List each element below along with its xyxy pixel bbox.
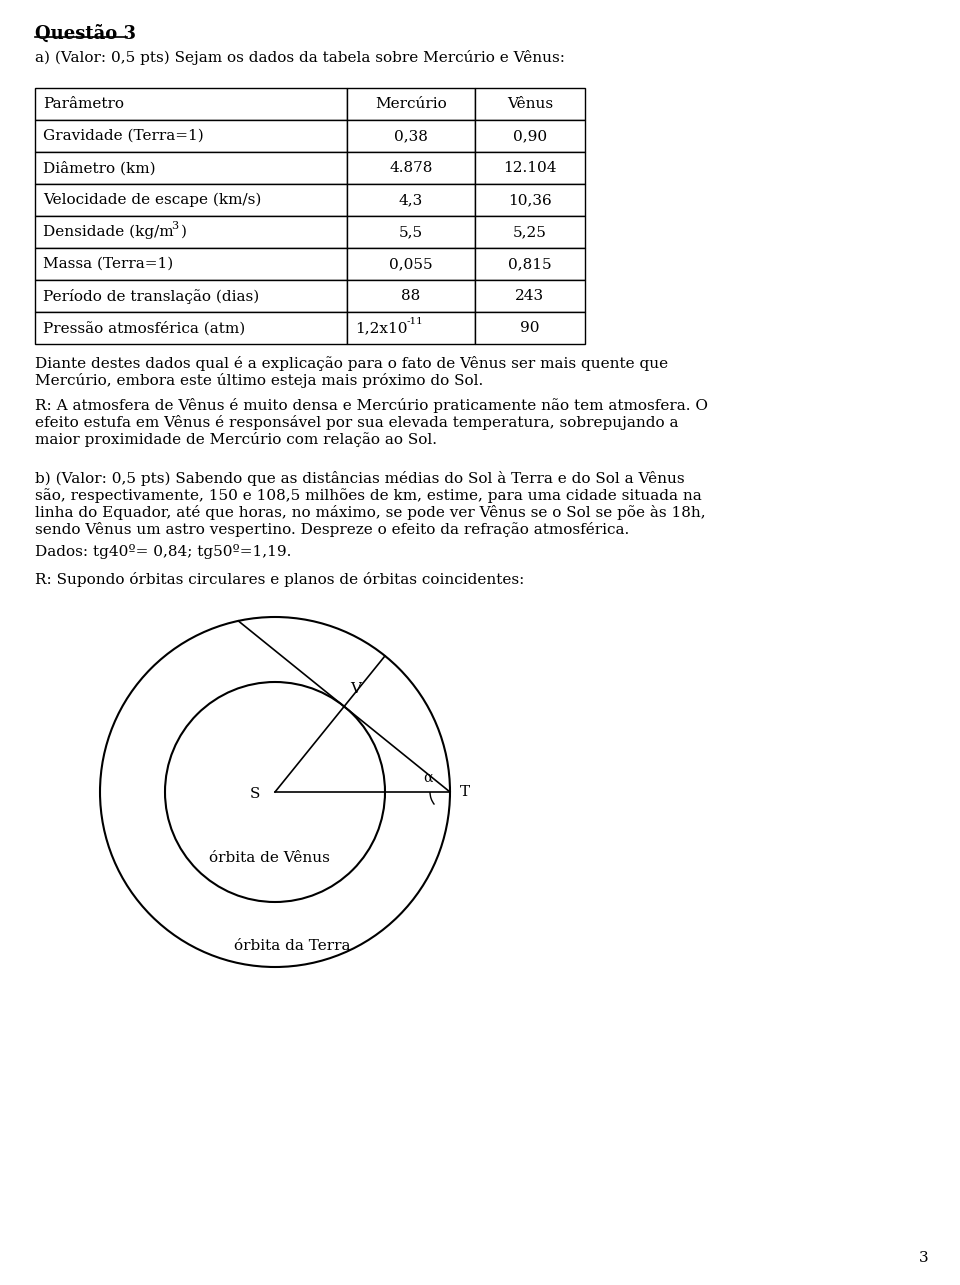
Text: 3: 3	[171, 221, 179, 231]
Text: Período de translação (dias): Período de translação (dias)	[43, 289, 259, 303]
Text: linha do Equador, até que horas, no máximo, se pode ver Vênus se o Sol se põe às: linha do Equador, até que horas, no máxi…	[35, 505, 706, 520]
Text: são, respectivamente, 150 e 108,5 milhões de km, estime, para uma cidade situada: são, respectivamente, 150 e 108,5 milhõe…	[35, 488, 702, 502]
Text: 0,38: 0,38	[394, 128, 428, 143]
Text: Vênus: Vênus	[507, 96, 553, 111]
Bar	[347, 248, 475, 280]
Text: -11: -11	[407, 316, 423, 325]
Text: órbita de Vênus: órbita de Vênus	[209, 851, 330, 865]
Text: 4.878: 4.878	[390, 161, 433, 175]
Text: Diante destes dados qual é a explicação para o fato de Vênus ser mais quente que: Diante destes dados qual é a explicação …	[35, 356, 668, 371]
Text: Mercúrio, embora este último esteja mais próximo do Sol.: Mercúrio, embora este último esteja mais…	[35, 373, 483, 388]
Text: 4,3: 4,3	[398, 193, 423, 207]
Bar	[475, 312, 585, 344]
Bar	[35, 152, 347, 184]
Text: 0,90: 0,90	[513, 128, 547, 143]
Text: Parâmetro: Parâmetro	[43, 96, 124, 111]
Text: T: T	[460, 785, 470, 799]
Text: 3: 3	[919, 1252, 928, 1264]
Bar	[347, 87, 475, 120]
Bar	[347, 280, 475, 312]
Bar	[35, 280, 347, 312]
Bar	[347, 312, 475, 344]
Bar	[475, 87, 585, 120]
Text: R: A atmosfera de Vênus é muito densa e Mercúrio praticamente não tem atmosfera.: R: A atmosfera de Vênus é muito densa e …	[35, 398, 708, 412]
Bar	[475, 280, 585, 312]
Bar	[475, 248, 585, 280]
Bar	[475, 152, 585, 184]
Text: Velocidade de escape (km/s): Velocidade de escape (km/s)	[43, 193, 261, 207]
Bar	[475, 216, 585, 248]
Bar	[35, 184, 347, 216]
Text: Mercúrio: Mercúrio	[375, 96, 446, 111]
Text: 90: 90	[520, 321, 540, 335]
Bar	[475, 120, 585, 152]
Text: maior proximidade de Mercúrio com relação ao Sol.: maior proximidade de Mercúrio com relaçã…	[35, 432, 437, 447]
Text: 1,2x10: 1,2x10	[355, 321, 407, 335]
Bar	[35, 216, 347, 248]
Text: Pressão atmosférica (atm): Pressão atmosférica (atm)	[43, 321, 245, 335]
Bar	[475, 184, 585, 216]
Text: ): )	[181, 225, 187, 239]
Text: 0,815: 0,815	[508, 257, 552, 271]
Bar	[35, 312, 347, 344]
Text: Densidade (kg/m: Densidade (kg/m	[43, 225, 174, 239]
Bar	[35, 87, 347, 120]
Text: Massa (Terra=1): Massa (Terra=1)	[43, 257, 173, 271]
Bar	[347, 120, 475, 152]
Bar	[347, 216, 475, 248]
Text: b) (Valor: 0,5 pts) Sabendo que as distâncias médias do Sol à Terra e do Sol a V: b) (Valor: 0,5 pts) Sabendo que as distâ…	[35, 472, 684, 486]
Text: Diâmetro (km): Diâmetro (km)	[43, 161, 156, 175]
Bar	[35, 120, 347, 152]
Text: S: S	[250, 786, 260, 801]
Text: 88: 88	[401, 289, 420, 303]
Text: 243: 243	[516, 289, 544, 303]
Text: Gravidade (Terra=1): Gravidade (Terra=1)	[43, 128, 204, 143]
Bar	[347, 152, 475, 184]
Text: 12.104: 12.104	[503, 161, 557, 175]
Text: órbita da Terra: órbita da Terra	[234, 939, 350, 953]
Text: 5,25: 5,25	[513, 225, 547, 239]
Bar	[35, 248, 347, 280]
Bar	[347, 184, 475, 216]
Text: a) (Valor: 0,5 pts) Sejam os dados da tabela sobre Mercúrio e Vênus:: a) (Valor: 0,5 pts) Sejam os dados da ta…	[35, 50, 565, 66]
Text: α: α	[423, 771, 433, 784]
Text: Questão 3: Questão 3	[35, 24, 136, 44]
Text: 5,5: 5,5	[399, 225, 423, 239]
Text: R: Supondo órbitas circulares e planos de órbitas coincidentes:: R: Supondo órbitas circulares e planos d…	[35, 572, 524, 587]
Text: sendo Vênus um astro vespertino. Despreze o efeito da refração atmosférica.: sendo Vênus um astro vespertino. Desprez…	[35, 522, 629, 537]
Text: efeito estufa em Vênus é responsável por sua elevada temperatura, sobrepujando a: efeito estufa em Vênus é responsável por…	[35, 415, 679, 430]
Text: 10,36: 10,36	[508, 193, 552, 207]
Text: V: V	[350, 682, 361, 696]
Text: 0,055: 0,055	[389, 257, 433, 271]
Text: Dados: tg40º= 0,84; tg50º=1,19.: Dados: tg40º= 0,84; tg50º=1,19.	[35, 544, 292, 559]
